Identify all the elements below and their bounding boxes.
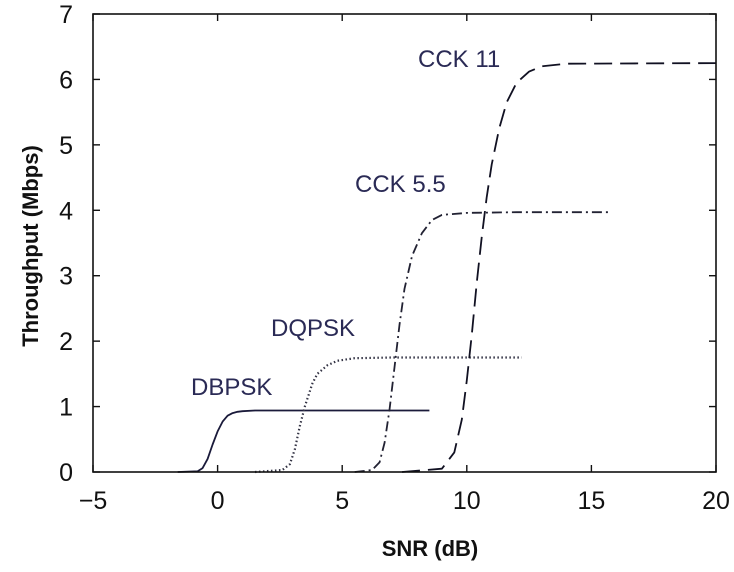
x-tick-label: 20 [702, 487, 730, 515]
x-tick-label: 15 [577, 487, 605, 515]
y-tick-label: 3 [59, 263, 73, 291]
series-label-dqpsk: DQPSK [271, 315, 355, 342]
x-tick-label: −5 [79, 487, 108, 515]
y-tick-label: 2 [59, 328, 73, 356]
y-tick-label: 1 [59, 394, 73, 422]
y-tick-label: 5 [59, 132, 73, 160]
series-label-cck-11: CCK 11 [418, 46, 500, 73]
x-tick-label: 5 [335, 487, 349, 515]
series-line-cck-5-5 [354, 211, 609, 473]
y-tick-label: 0 [59, 459, 73, 487]
x-tick-label: 0 [211, 487, 225, 515]
series-label-dbpsk: DBPSK [191, 374, 272, 401]
series-layer [177, 62, 717, 474]
y-tick-label: 4 [59, 197, 73, 225]
ticks-layer [92, 13, 717, 473]
x-tick-label: 10 [453, 487, 481, 515]
plot-area-frame [92, 13, 717, 473]
series-line-dbpsk [177, 409, 430, 473]
y-tick-label: 7 [59, 1, 73, 29]
series-label-cck-5-5: CCK 5.5 [355, 171, 446, 198]
series-line-dqpsk [254, 356, 522, 474]
x-axis-title: SNR (dB) [382, 536, 479, 561]
y-tick-label: 6 [59, 66, 73, 94]
y-axis-title: Throughput (Mbps) [18, 145, 43, 347]
series-line-cck-11 [401, 62, 717, 473]
